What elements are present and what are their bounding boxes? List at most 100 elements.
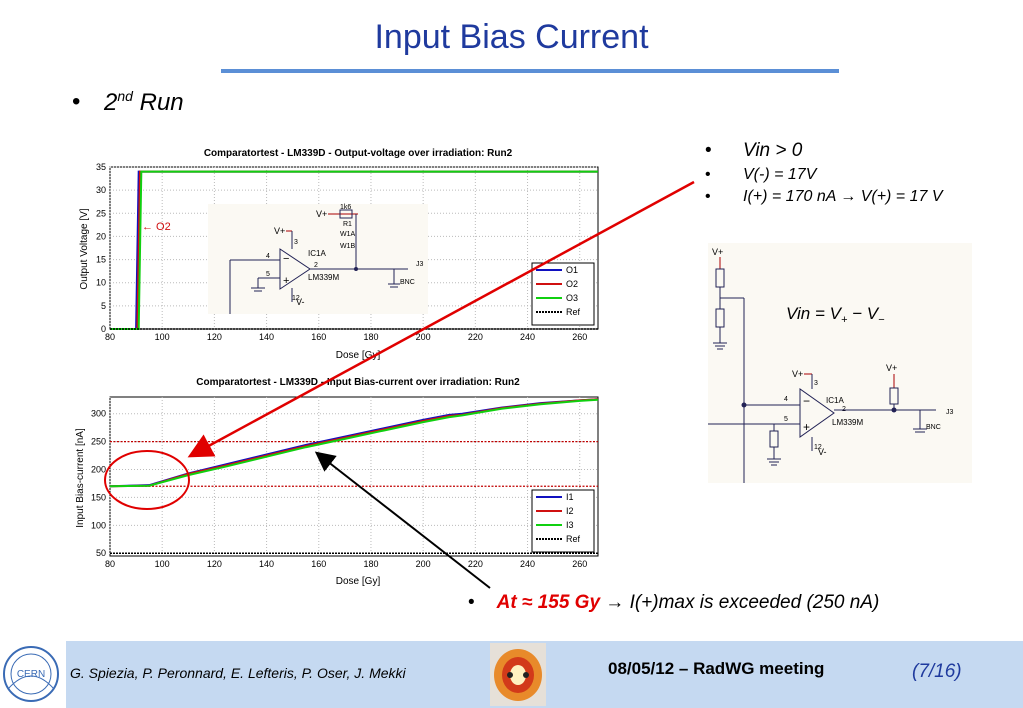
run-label: Run bbox=[139, 89, 184, 116]
y-tick-label: 15 bbox=[96, 255, 106, 265]
x-tick-label: 80 bbox=[105, 332, 115, 342]
x-tick-label: 180 bbox=[363, 559, 378, 569]
x-tick-label: 120 bbox=[207, 332, 222, 342]
y-tick-label: 5 bbox=[101, 301, 106, 311]
legend-label: Ref bbox=[566, 534, 581, 544]
y-tick-label: 50 bbox=[96, 548, 106, 558]
bullet-dot: • bbox=[72, 88, 81, 115]
condition-bullets: • Vin > 0 • V(-) = 17V • I(+) = 170 nA → V(… bbox=[705, 140, 1020, 210]
input-bias-chart: Comparatortest - LM339D - Input Bias-cur… bbox=[60, 372, 615, 590]
y-tick-label: 300 bbox=[91, 409, 106, 419]
x-tick-label: 100 bbox=[155, 332, 170, 342]
opamp-plus: + bbox=[803, 420, 810, 434]
bnc-label: BNC bbox=[400, 279, 415, 286]
chart-title: Comparatortest - LM339D - Output-voltage… bbox=[204, 148, 513, 159]
bullet-text: Vin > 0 bbox=[743, 140, 803, 161]
bullet-dot: • bbox=[705, 166, 711, 183]
x-tick-label: 240 bbox=[520, 332, 535, 342]
opamp-minus: − bbox=[283, 253, 289, 265]
chart-title: Comparatortest - LM339D - Input Bias-cur… bbox=[196, 377, 520, 388]
vplus2-label: V+ bbox=[792, 369, 803, 379]
run-text: 2nd Run bbox=[104, 88, 184, 117]
x-tick-label: 140 bbox=[259, 559, 274, 569]
bullet-item: • I(+) = 170 nA → V(+) = 17 V bbox=[705, 188, 1020, 210]
vin-formula: Vin = V+ − V− bbox=[786, 304, 885, 326]
comparator-schematic: V+ Vin = V+ − V− V+ − + IC1A LM339M 4 5 … bbox=[708, 243, 972, 483]
legend-box bbox=[531, 262, 595, 326]
legend-label: I2 bbox=[566, 506, 574, 516]
pin4-label: 4 bbox=[266, 253, 270, 260]
run-number: 2 bbox=[104, 89, 118, 116]
j3-label: J3 bbox=[416, 261, 424, 268]
y-tick-label: 200 bbox=[91, 465, 106, 475]
o2-annotation: ← O2 bbox=[142, 221, 171, 233]
run-superscript: nd bbox=[117, 88, 133, 104]
x-tick-label: 260 bbox=[572, 332, 587, 342]
title-underline bbox=[221, 69, 839, 73]
vminus-label: V- bbox=[818, 447, 827, 457]
x-axis-label: Dose [Gy] bbox=[336, 576, 381, 587]
r1-label: R1 bbox=[343, 221, 352, 228]
y-tick-label: 25 bbox=[96, 208, 106, 218]
x-axis-label: Dose [Gy] bbox=[336, 350, 381, 361]
pin12-label: 12 bbox=[814, 444, 822, 451]
formula-minus: − bbox=[847, 304, 866, 323]
cern-text: CERN bbox=[17, 669, 45, 680]
bullet-text: V(-) = 17V bbox=[743, 166, 817, 183]
bnc-label: BNC bbox=[926, 424, 941, 431]
y-tick-label: 30 bbox=[96, 185, 106, 195]
x-tick-label: 240 bbox=[520, 559, 535, 569]
x-tick-label: 220 bbox=[468, 332, 483, 342]
ic-label: IC1A bbox=[826, 396, 844, 405]
y-tick-label: 10 bbox=[96, 278, 106, 288]
inset-schematic: V+ − + IC1A LM339M 4 5 2 3 12 V- V+ 1k6 … bbox=[208, 204, 428, 314]
bullet-text: I(+) = 170 nA → V(+) = 17 V bbox=[743, 188, 943, 205]
y-tick-label: 20 bbox=[96, 231, 106, 241]
legend-label: Ref bbox=[566, 307, 581, 317]
w1b-label: W1B bbox=[340, 243, 356, 250]
magnet-logo bbox=[490, 643, 546, 706]
y-axis-label: Output Voltage [V] bbox=[79, 208, 90, 289]
part-label: LM339M bbox=[832, 418, 863, 427]
y-tick-label: 250 bbox=[91, 437, 106, 447]
bullet-dot: • bbox=[705, 188, 711, 205]
opamp-plus: + bbox=[283, 275, 289, 287]
cern-logo: CERN bbox=[3, 646, 59, 702]
legend-label: O3 bbox=[566, 293, 578, 303]
plot-area: 80 100 120 140 160 180 200 220 240 260 50 100 150 200… bbox=[91, 396, 599, 569]
formula-v2: V bbox=[867, 304, 880, 323]
formula-v1: V bbox=[830, 304, 843, 323]
slide-title: Input Bias Current bbox=[374, 18, 649, 56]
x-tick-label: 120 bbox=[207, 559, 222, 569]
y-axis-label: Input Bias-current [nA] bbox=[75, 428, 86, 528]
pin3-label: 3 bbox=[814, 380, 818, 387]
dose-highlight: At ≈ 155 Gy bbox=[496, 592, 601, 613]
vplus-label: V+ bbox=[274, 226, 285, 236]
pin4-label: 4 bbox=[784, 396, 788, 403]
vminus-label: V- bbox=[296, 297, 305, 307]
vplus3-label: V+ bbox=[886, 363, 897, 373]
pin5-label: 5 bbox=[784, 416, 788, 423]
vplus2-label: V+ bbox=[316, 209, 327, 219]
bullet-item: • V(-) = 17V bbox=[705, 166, 1020, 188]
x-tick-label: 160 bbox=[311, 559, 326, 569]
legend-label: O2 bbox=[566, 279, 578, 289]
output-voltage-chart: Comparatortest - LM339D - Output-voltage… bbox=[60, 142, 615, 364]
x-tick-label: 160 bbox=[311, 332, 326, 342]
formula-vin: Vin bbox=[786, 304, 810, 323]
y-tick-label: 35 bbox=[96, 162, 106, 172]
x-tick-label: 180 bbox=[363, 332, 378, 342]
pin5-label: 5 bbox=[266, 271, 270, 278]
x-tick-label: 140 bbox=[259, 332, 274, 342]
vplus-label: V+ bbox=[712, 247, 723, 257]
pin3-label: 3 bbox=[294, 239, 298, 246]
legend-box bbox=[531, 489, 595, 553]
meeting-label: 08/05/12 – RadWG meeting bbox=[608, 659, 825, 678]
formula-sub1: + bbox=[841, 314, 848, 326]
x-tick-label: 100 bbox=[155, 559, 170, 569]
y-tick-label: 100 bbox=[91, 520, 106, 530]
conclusion-note: • At ≈ 155 Gy → I(+)max is exceeded (250 … bbox=[468, 592, 879, 614]
r-value: 1k6 bbox=[340, 204, 351, 211]
j3-label: J3 bbox=[946, 409, 954, 416]
bullet-item: • Vin > 0 bbox=[705, 140, 1020, 166]
